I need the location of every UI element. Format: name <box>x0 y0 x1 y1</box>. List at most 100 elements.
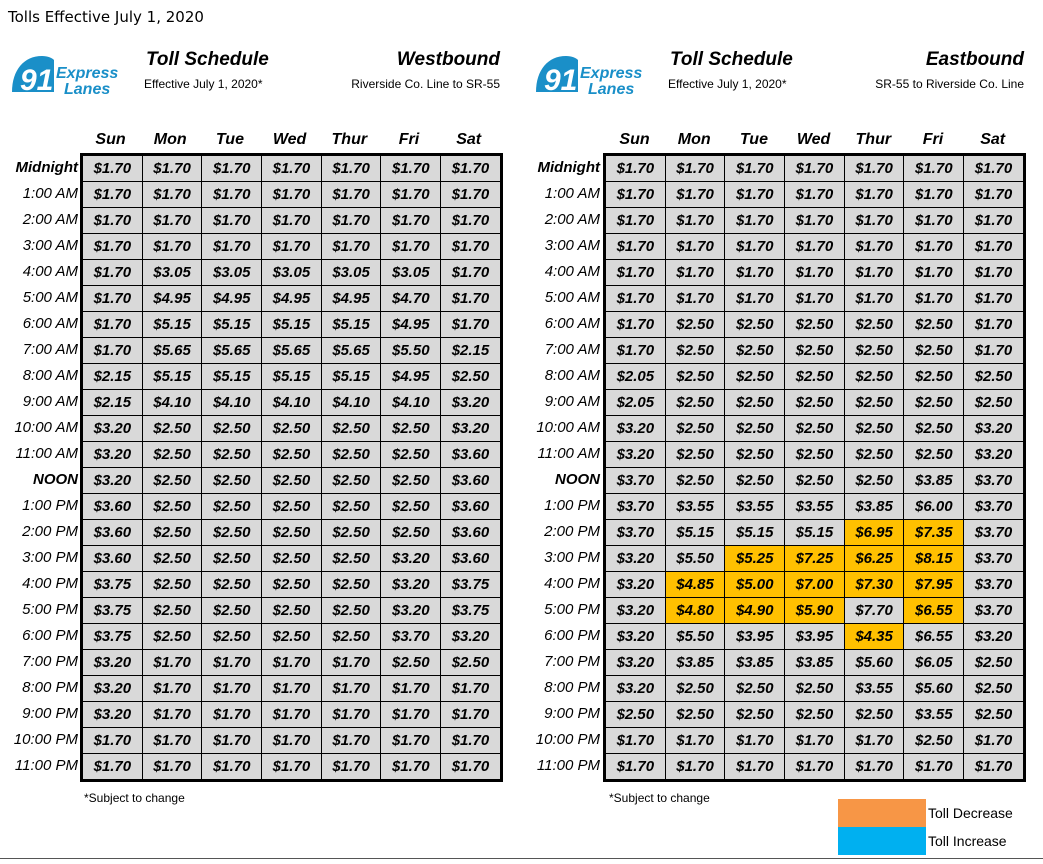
toll-cell: $2.50 <box>963 701 1024 728</box>
toll-cell: $2.50 <box>843 389 905 416</box>
westbound-time-label: 4:00 PM <box>22 575 78 592</box>
toll-cell: $1.70 <box>141 753 203 780</box>
toll-cell: $1.70 <box>380 701 442 728</box>
toll-cell: $1.70 <box>724 285 786 312</box>
toll-cell: $5.50 <box>664 623 726 650</box>
westbound-header: 91 Express Lanes Toll Schedule Effective… <box>8 44 500 104</box>
toll-cell: $5.15 <box>724 519 786 546</box>
toll-cell: $3.20 <box>82 649 143 676</box>
toll-cell: $1.70 <box>605 337 666 364</box>
toll-cell: $7.35 <box>903 519 965 546</box>
westbound-time-label: 3:00 AM <box>22 237 78 254</box>
toll-cell: $2.50 <box>724 415 786 442</box>
toll-cell: $1.70 <box>784 207 845 234</box>
westbound-time-label: 8:00 AM <box>22 367 78 384</box>
toll-cell: $1.70 <box>440 753 501 780</box>
toll-cell: $2.50 <box>201 597 263 624</box>
toll-cell: $1.70 <box>82 181 143 208</box>
toll-cell: $2.50 <box>261 467 322 494</box>
legend-label-decrease: Toll Decrease <box>928 805 1013 821</box>
table-row: $3.20 $2.50 $2.50 $2.50 $2.50 $2.50 $3.60 <box>82 441 501 468</box>
eastbound-effective: Effective July 1, 2020* <box>668 77 787 91</box>
toll-cell: $4.95 <box>320 285 382 312</box>
eastbound-time-label: 8:00 AM <box>544 367 600 384</box>
toll-cell: $1.70 <box>201 675 263 702</box>
eastbound-day-fri: Fri <box>922 131 944 148</box>
toll-cell: $5.60 <box>903 675 965 702</box>
toll-cell: $3.20 <box>605 545 666 572</box>
logo-number: 91 <box>20 64 53 97</box>
toll-cell: $2.50 <box>201 441 263 468</box>
toll-cell: $1.70 <box>320 701 382 728</box>
toll-cell: $2.50 <box>784 337 845 364</box>
toll-cell: $1.70 <box>82 155 143 182</box>
toll-cell: $5.15 <box>141 311 203 338</box>
toll-cell: $3.55 <box>724 493 786 520</box>
table-row: $1.70 $1.70 $1.70 $1.70 $1.70 $1.70 $1.70 <box>605 207 1024 234</box>
eastbound-time-label: 9:00 AM <box>544 393 600 410</box>
toll-cell: $1.70 <box>664 181 726 208</box>
table-row: $3.70 $2.50 $2.50 $2.50 $2.50 $3.85 $3.70 <box>605 467 1024 494</box>
westbound-day-sat: Sat <box>456 131 482 148</box>
toll-cell: $1.70 <box>82 207 143 234</box>
toll-cell: $3.60 <box>440 467 501 494</box>
table-row: $1.70 $1.70 $1.70 $1.70 $1.70 $1.70 $1.70 <box>82 233 501 260</box>
eastbound-time-label: 11:00 AM <box>537 445 600 462</box>
logo-number: 91 <box>544 64 577 97</box>
bottom-divider <box>0 858 1043 859</box>
toll-cell: $1.70 <box>261 233 322 260</box>
toll-cell: $2.15 <box>82 389 143 416</box>
toll-cell: $2.50 <box>261 597 322 624</box>
toll-cell: $3.20 <box>82 441 143 468</box>
toll-cell: $2.50 <box>261 493 322 520</box>
toll-cell: $3.60 <box>440 493 501 520</box>
toll-cell: $3.20 <box>605 675 666 702</box>
toll-cell: $1.70 <box>605 181 666 208</box>
toll-cell: $5.15 <box>320 311 382 338</box>
logo-line2: Lanes <box>588 81 634 98</box>
westbound-day-wed: Wed <box>272 131 307 148</box>
toll-cell: $2.50 <box>724 441 786 468</box>
toll-cell: $1.70 <box>201 727 263 754</box>
toll-cell: $1.70 <box>724 181 786 208</box>
toll-cell: $1.70 <box>440 207 501 234</box>
toll-cell: $1.70 <box>82 259 143 286</box>
toll-cell: $2.50 <box>664 701 726 728</box>
toll-cell: $1.70 <box>605 207 666 234</box>
toll-cell: $2.05 <box>605 363 666 390</box>
toll-cell: $8.15 <box>903 545 965 572</box>
toll-cell: $3.60 <box>82 545 143 572</box>
toll-cell: $3.55 <box>843 675 905 702</box>
toll-cell: $1.70 <box>784 259 845 286</box>
toll-cell: $1.70 <box>963 207 1024 234</box>
toll-cell: $1.70 <box>380 181 442 208</box>
toll-cell: $1.70 <box>664 233 726 260</box>
westbound-time-label: 1:00 AM <box>22 185 78 202</box>
eastbound-day-headers: Sun Mon Tue Wed Thur Fri Sat <box>605 131 1025 149</box>
toll-cell: $1.70 <box>664 155 726 182</box>
toll-cell: $1.70 <box>963 753 1024 780</box>
table-row: $1.70 $1.70 $1.70 $1.70 $1.70 $1.70 $1.70 <box>605 181 1024 208</box>
toll-cell: $4.85 <box>664 571 726 598</box>
toll-cell: $1.70 <box>201 233 263 260</box>
westbound-time-label: 1:00 PM <box>22 497 78 514</box>
toll-cell: $2.50 <box>843 337 905 364</box>
toll-cell: $2.50 <box>843 467 905 494</box>
westbound-time-label: NOON <box>33 471 78 488</box>
toll-cell: $3.60 <box>440 441 501 468</box>
toll-cell: $1.70 <box>843 233 905 260</box>
eastbound-time-label: 2:00 AM <box>544 211 600 228</box>
toll-cell: $1.70 <box>963 155 1024 182</box>
table-row: $3.20 $1.70 $1.70 $1.70 $1.70 $1.70 $1.70 <box>82 701 501 728</box>
westbound-time-label: 4:00 AM <box>22 263 78 280</box>
toll-cell: $1.70 <box>605 753 666 780</box>
toll-cell: $1.70 <box>903 285 965 312</box>
toll-cell: $4.95 <box>201 285 263 312</box>
toll-cell: $4.95 <box>261 285 322 312</box>
eastbound-time-label: 8:00 PM <box>544 679 600 696</box>
toll-cell: $2.50 <box>724 675 786 702</box>
toll-cell: $2.50 <box>141 597 203 624</box>
toll-cell: $1.70 <box>261 701 322 728</box>
toll-cell: $3.05 <box>141 259 203 286</box>
eastbound-time-label: 2:00 PM <box>544 523 600 540</box>
